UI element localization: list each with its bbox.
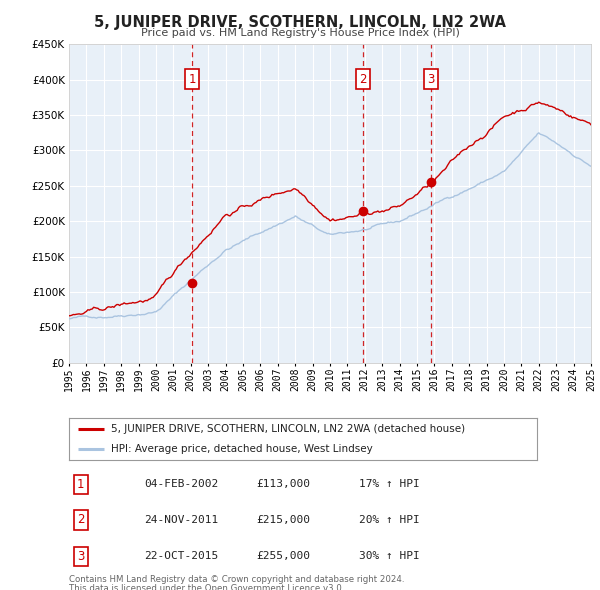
Text: 3: 3 xyxy=(77,550,85,563)
Text: £215,000: £215,000 xyxy=(256,515,310,525)
Text: 1: 1 xyxy=(77,478,85,491)
Text: HPI: Average price, detached house, West Lindsey: HPI: Average price, detached house, West… xyxy=(111,444,373,454)
Text: £255,000: £255,000 xyxy=(256,552,310,561)
Text: 2: 2 xyxy=(77,513,85,526)
Text: 17% ↑ HPI: 17% ↑ HPI xyxy=(359,480,420,489)
Text: 20% ↑ HPI: 20% ↑ HPI xyxy=(359,515,420,525)
Text: 30% ↑ HPI: 30% ↑ HPI xyxy=(359,552,420,561)
Text: 3: 3 xyxy=(427,73,434,86)
Text: This data is licensed under the Open Government Licence v3.0.: This data is licensed under the Open Gov… xyxy=(69,584,344,590)
Text: 5, JUNIPER DRIVE, SCOTHERN, LINCOLN, LN2 2WA (detached house): 5, JUNIPER DRIVE, SCOTHERN, LINCOLN, LN2… xyxy=(111,424,465,434)
Text: 5, JUNIPER DRIVE, SCOTHERN, LINCOLN, LN2 2WA: 5, JUNIPER DRIVE, SCOTHERN, LINCOLN, LN2… xyxy=(94,15,506,30)
Text: 2: 2 xyxy=(359,73,367,86)
Text: Price paid vs. HM Land Registry's House Price Index (HPI): Price paid vs. HM Land Registry's House … xyxy=(140,28,460,38)
Text: 04-FEB-2002: 04-FEB-2002 xyxy=(144,480,218,489)
Text: 24-NOV-2011: 24-NOV-2011 xyxy=(144,515,218,525)
Text: Contains HM Land Registry data © Crown copyright and database right 2024.: Contains HM Land Registry data © Crown c… xyxy=(69,575,404,584)
Text: £113,000: £113,000 xyxy=(256,480,310,489)
Text: 1: 1 xyxy=(188,73,196,86)
Text: 22-OCT-2015: 22-OCT-2015 xyxy=(144,552,218,561)
